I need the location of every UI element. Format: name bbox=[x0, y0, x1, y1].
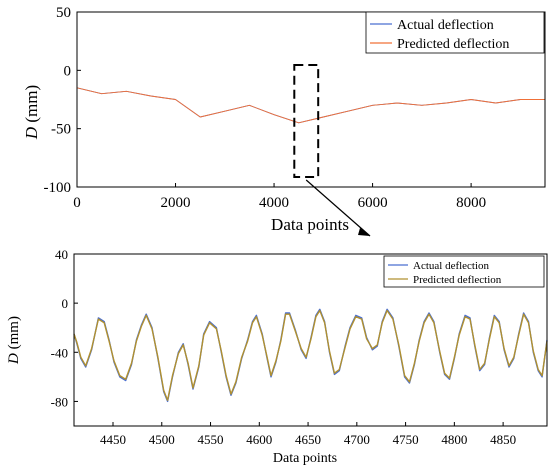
top-y-tick-label: -100 bbox=[44, 180, 72, 196]
top-chart-series-group bbox=[76, 87, 545, 124]
top-x-axis-label: Data points bbox=[271, 215, 349, 234]
bottom-y-tick-label: 0 bbox=[62, 296, 69, 311]
top-legend-label-predicted: Predicted deflection bbox=[397, 37, 509, 52]
bottom-y-tick-label: -40 bbox=[51, 345, 68, 360]
top-legend: Actual deflection Predicted deflection bbox=[365, 11, 545, 54]
bottom-legend: Actual deflection Predicted deflection bbox=[383, 255, 545, 288]
top-y-tick-label: 50 bbox=[56, 5, 71, 21]
bottom-legend-label-predicted: Predicted deflection bbox=[413, 274, 502, 286]
bottom-y-axis-label-symbol: D bbox=[6, 353, 22, 365]
zoom-window-box bbox=[293, 64, 320, 178]
top-chart-panel: 0 2000 4000 6000 8000 50 0 -50 -100 Data points… bbox=[22, 5, 546, 237]
bottom-x-tick-label: 4850 bbox=[490, 432, 516, 447]
bottom-x-axis-label: Data points bbox=[273, 451, 337, 466]
zoom-arrow-head bbox=[358, 228, 370, 236]
bottom-y-tick-label: 40 bbox=[55, 247, 68, 262]
top-x-tick-label: 8000 bbox=[456, 195, 486, 211]
top-y-axis-label-unit: (mm) bbox=[22, 85, 41, 127]
bottom-y-axis-label: D (mm) bbox=[6, 316, 22, 365]
bottom-y-tick-label: -80 bbox=[51, 394, 68, 409]
top-legend-box bbox=[365, 11, 545, 54]
top-plot-frame bbox=[76, 11, 546, 188]
top-x-tick-label: 0 bbox=[73, 195, 81, 211]
bottom-legend-label-actual: Actual deflection bbox=[413, 260, 490, 272]
top-x-tick-label: 2000 bbox=[161, 195, 191, 211]
bottom-x-tick-label: 4750 bbox=[393, 432, 419, 447]
bottom-chart-panel: 4450 4500 4550 4600 4650 4700 4750 4800 4850 40 0… bbox=[6, 247, 548, 466]
bottom-y-axis-label-unit: (mm) bbox=[6, 316, 22, 353]
top-y-axis-label-symbol: D bbox=[22, 126, 41, 140]
bottom-x-ticks: 4450 4500 4550 4600 4650 4700 4750 4800 4850 bbox=[100, 422, 516, 447]
bottom-legend-box bbox=[383, 255, 545, 288]
bottom-x-tick-label: 4550 bbox=[198, 432, 224, 447]
bottom-x-tick-label: 4500 bbox=[149, 432, 175, 447]
top-y-tick-label: -50 bbox=[51, 122, 71, 138]
top-x-tick-label: 4000 bbox=[259, 195, 289, 211]
top-y-axis-label: D (mm) bbox=[22, 85, 41, 140]
bottom-plot-frame bbox=[73, 253, 548, 427]
bottom-series-line-predicted bbox=[73, 309, 548, 401]
bottom-x-tick-label: 4800 bbox=[441, 432, 467, 447]
zoom-arrow bbox=[305, 179, 371, 237]
top-series-line-predicted bbox=[76, 87, 545, 124]
bottom-x-tick-label: 4450 bbox=[100, 432, 126, 447]
top-y-ticks: 50 0 -50 -100 bbox=[44, 5, 81, 196]
top-legend-label-actual: Actual deflection bbox=[397, 18, 494, 33]
bottom-x-tick-label: 4600 bbox=[246, 432, 272, 447]
bottom-y-ticks: 40 0 -40 -80 bbox=[51, 247, 78, 409]
bottom-x-tick-label: 4700 bbox=[344, 432, 370, 447]
bottom-chart-series-group bbox=[73, 308, 548, 403]
top-series-line-actual bbox=[76, 87, 545, 124]
top-x-tick-label: 6000 bbox=[358, 195, 388, 211]
top-y-tick-label: 0 bbox=[64, 63, 72, 79]
bottom-series-line-actual bbox=[73, 308, 548, 403]
top-x-ticks: 0 2000 4000 6000 8000 bbox=[73, 183, 486, 211]
bottom-x-tick-label: 4650 bbox=[295, 432, 321, 447]
